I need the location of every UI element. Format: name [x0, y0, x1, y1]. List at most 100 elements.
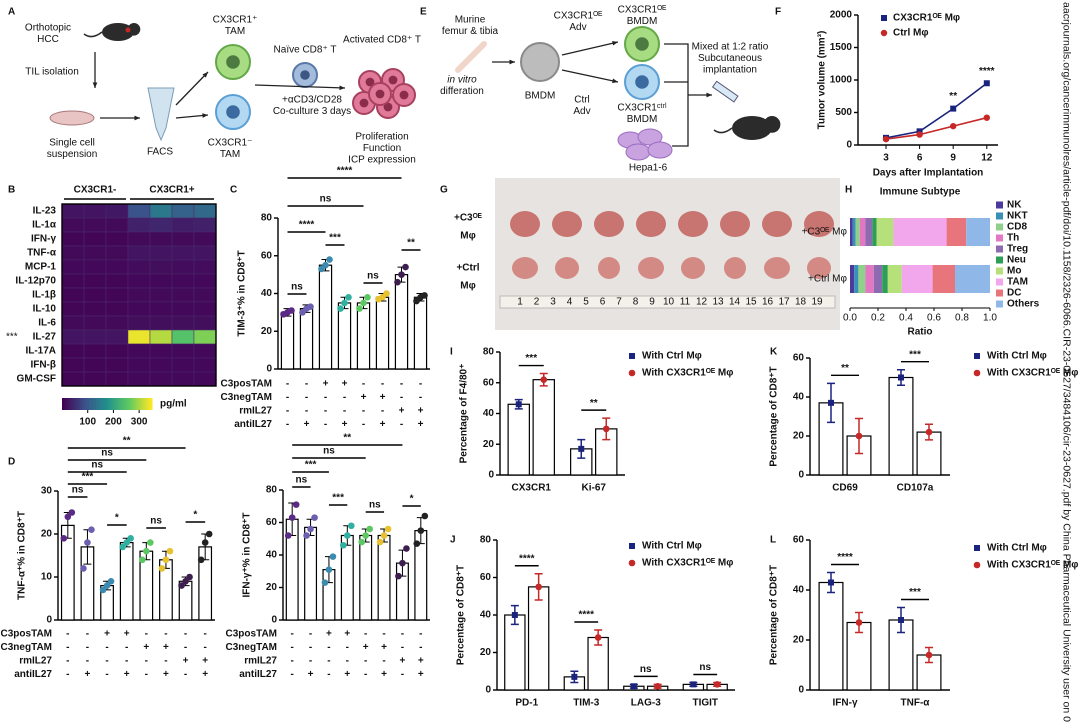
- condition-sign: +: [202, 656, 208, 667]
- heatmap-cell: [83, 357, 107, 373]
- heatmap-cell: [193, 231, 217, 247]
- heatmap-cell: [149, 343, 173, 359]
- data-point: [356, 305, 363, 312]
- data-point: [413, 540, 421, 547]
- colorbar-step: [129, 398, 133, 410]
- data-point: [983, 80, 990, 87]
- bar-segment: [872, 218, 877, 246]
- panel-label: K: [770, 347, 778, 358]
- x-tick-label: TIGIT: [692, 698, 718, 709]
- data-point: [950, 122, 957, 130]
- mean-marker: [630, 683, 637, 690]
- mean-marker: [602, 425, 610, 433]
- condition-sign: -: [291, 642, 294, 653]
- legend-swatch: [996, 256, 1003, 264]
- data-point: [402, 263, 409, 271]
- data-point: [394, 278, 401, 286]
- colorbar-step: [134, 398, 137, 410]
- heatmap-cell: [105, 329, 129, 345]
- heatmap-cell: [105, 371, 129, 387]
- heatmap-cell: [171, 329, 195, 345]
- condition-sign: -: [184, 642, 187, 653]
- heatmap-cell: [61, 329, 85, 345]
- colorbar-step: [107, 398, 110, 410]
- condition-sign: +: [202, 669, 208, 680]
- legend-label: TAM: [1007, 277, 1028, 288]
- significance-label: ns: [367, 271, 379, 282]
- legend-label: DC: [1007, 288, 1021, 299]
- heatmap-cell: [149, 287, 173, 303]
- diagram-text: CX3CR1⁻: [208, 138, 253, 149]
- y-tick-label: 0: [846, 140, 852, 151]
- heatmap-cell: [193, 301, 217, 317]
- cell-nucleus: [300, 70, 310, 80]
- arrow-head: [612, 78, 618, 84]
- data-point: [103, 582, 111, 589]
- condition-label: C3posTAM: [221, 379, 272, 390]
- condition-sign: +: [183, 656, 189, 667]
- colorbar-step: [64, 398, 67, 410]
- data-point: [205, 530, 213, 538]
- heatmap-cell: [149, 315, 173, 331]
- legend-marker: [628, 559, 636, 567]
- legend-label: Neu: [1007, 255, 1026, 266]
- heatmap-cell: [61, 273, 85, 289]
- data-point: [384, 525, 392, 533]
- diagram-text: Naïve CD8⁺ T: [274, 45, 337, 56]
- syringe-icon: [711, 80, 739, 103]
- heatmap-cell: [193, 273, 217, 289]
- heatmap-cell: [61, 343, 85, 359]
- heatmap-cell: [193, 287, 217, 303]
- heatmap-cell: [61, 287, 85, 303]
- data-point: [983, 114, 990, 121]
- tumor-photo: [762, 211, 792, 237]
- y-tick-label: 20: [483, 439, 495, 450]
- category-label: +C3ᴼᴱ Mφ: [802, 227, 848, 238]
- bar: [299, 308, 314, 370]
- data-point: [303, 532, 310, 539]
- condition-sign: +: [418, 419, 424, 430]
- legend-swatch: [996, 234, 1003, 242]
- diagram-text: CX3CR1ᴼᴱ: [554, 11, 603, 22]
- legend-marker: [629, 353, 635, 359]
- bar: [356, 302, 371, 370]
- x-tick-label: CD107a: [897, 483, 934, 494]
- y-tick-label: 0: [266, 364, 272, 375]
- heatmap-cell: [127, 371, 151, 387]
- y-tick-label: 500: [835, 107, 852, 118]
- tumor-photo: [552, 211, 582, 237]
- panel-label: H: [845, 185, 852, 196]
- x-tick-label: 3: [883, 153, 889, 164]
- heatmap-cell: [83, 315, 107, 331]
- condition-sign: +: [344, 669, 350, 680]
- condition-sign: -: [400, 419, 403, 430]
- heatmap-cell: [105, 203, 129, 219]
- condition-sign: -: [401, 669, 404, 680]
- x-tick-label: LAG-3: [631, 698, 661, 709]
- row-label: IL-10: [33, 304, 57, 315]
- data-point: [158, 565, 166, 572]
- y-tick-label: 80: [480, 535, 492, 546]
- panel-label: I: [450, 347, 453, 358]
- data-point: [127, 535, 134, 542]
- legend-marker: [880, 29, 888, 37]
- condition-sign: -: [305, 392, 308, 403]
- condition-sign: +: [124, 669, 130, 680]
- condition-sign: -: [381, 379, 384, 390]
- y-tick-label: 10: [41, 572, 53, 583]
- heatmap-cell: [127, 259, 151, 275]
- condition-label: C3posTAM: [226, 629, 277, 640]
- condition-sign: -: [364, 656, 367, 667]
- group-label: +C3ᴼᴱ: [454, 213, 482, 224]
- x-tick-label: 9: [950, 153, 956, 164]
- mean-marker: [828, 579, 834, 586]
- diagram-text: FACS: [147, 147, 173, 158]
- colorbar-step: [95, 398, 99, 410]
- tumor-photo: [804, 211, 834, 237]
- colorbar-step: [118, 398, 121, 410]
- condition-sign: -: [125, 642, 128, 653]
- data-point: [107, 578, 115, 585]
- condition-sign: +: [124, 629, 130, 640]
- mouse-head: [763, 116, 781, 133]
- colorbar-step: [80, 398, 83, 410]
